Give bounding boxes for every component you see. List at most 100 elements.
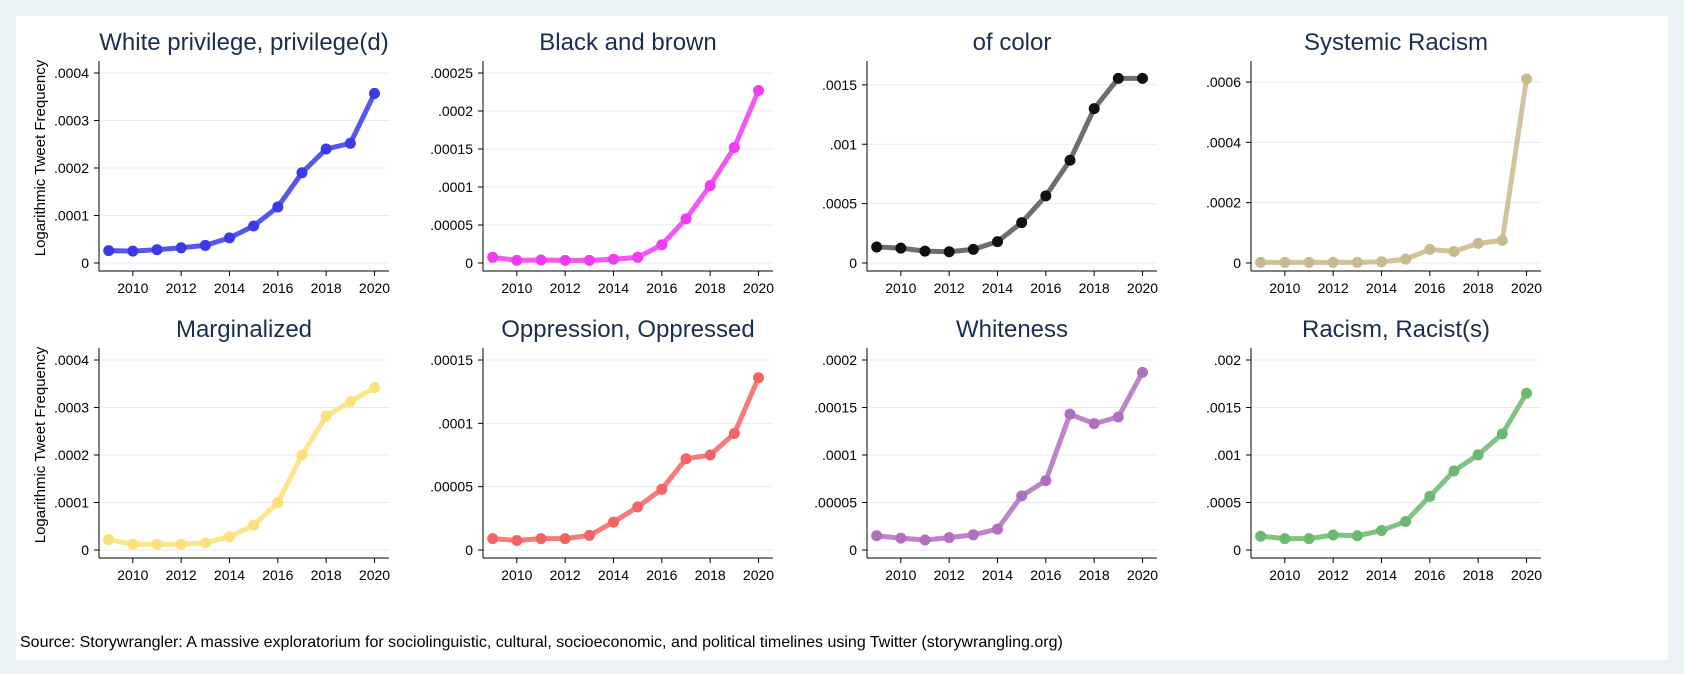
panel-background xyxy=(400,16,781,300)
panel-background xyxy=(784,303,1165,587)
x-tick-label: 2010 xyxy=(1269,567,1300,583)
x-tick-label: 2014 xyxy=(982,280,1013,296)
data-point xyxy=(175,242,187,254)
y-tick-label: .002 xyxy=(1214,352,1241,368)
data-point xyxy=(369,382,380,394)
chart-panel-6: Oppression, Oppressed 0 .00005 .0001 .00015 2… xyxy=(400,303,781,587)
data-point xyxy=(728,427,740,439)
data-point xyxy=(487,251,499,263)
x-tick-label: 2014 xyxy=(1366,567,1397,583)
data-point xyxy=(1496,234,1508,246)
x-tick-label: 2010 xyxy=(117,567,148,583)
y-tick-label: .00025 xyxy=(430,65,473,81)
data-point xyxy=(1064,408,1076,420)
y-tick-label: .0001 xyxy=(438,415,473,431)
x-tick-label: 2016 xyxy=(1414,280,1445,296)
x-tick-label: 2012 xyxy=(1318,280,1349,296)
x-tick-label: 2018 xyxy=(1463,280,1494,296)
x-tick-label: 2012 xyxy=(166,280,197,296)
y-tick-label: .00015 xyxy=(814,400,857,416)
x-tick-label: 2012 xyxy=(934,280,965,296)
data-point xyxy=(559,254,571,266)
data-point xyxy=(943,246,955,258)
data-point xyxy=(1400,253,1412,265)
data-point xyxy=(895,532,907,544)
x-tick-label: 2010 xyxy=(501,280,532,296)
data-point xyxy=(632,501,644,513)
y-tick-label: .00015 xyxy=(430,352,473,368)
y-tick-label: .0002 xyxy=(54,160,89,176)
chart-panel-1: White privilege, privilege(d) Logarithmic… xyxy=(16,16,397,300)
data-point xyxy=(1279,533,1291,545)
chart-panel-8: Racism, Racist(s) 0 .0005 .001 .0015 .002 2010… xyxy=(1168,303,1549,587)
data-point xyxy=(175,538,187,550)
data-point xyxy=(871,241,883,253)
data-point xyxy=(1400,516,1412,527)
x-tick-label: 2010 xyxy=(1269,280,1300,296)
data-point xyxy=(1279,256,1291,268)
x-tick-label: 2018 xyxy=(1079,280,1110,296)
y-tick-label: .0005 xyxy=(822,196,857,212)
y-tick-label: .0015 xyxy=(1206,400,1241,416)
data-point xyxy=(583,529,595,541)
data-point xyxy=(1137,366,1148,378)
chart-title: Systemic Racism xyxy=(1304,29,1488,56)
data-point xyxy=(1088,418,1100,430)
y-tick-label: .0015 xyxy=(822,77,857,93)
data-point xyxy=(1303,256,1315,268)
data-point xyxy=(511,254,523,266)
chart-panel-3: of color 0 .0005 .001 .0015 2010 2012 2014 2016 2… xyxy=(784,16,1165,300)
data-point xyxy=(1424,490,1436,502)
chart-title: Oppression, Oppressed xyxy=(501,316,754,343)
y-tick-label: .0001 xyxy=(822,447,857,463)
data-point xyxy=(753,84,764,96)
y-tick-label: .0004 xyxy=(54,65,89,81)
x-tick-label: 2016 xyxy=(262,280,293,296)
x-tick-label: 2016 xyxy=(646,280,677,296)
data-point xyxy=(1472,449,1484,461)
data-point xyxy=(559,533,571,545)
data-point xyxy=(296,167,308,179)
x-tick-label: 2016 xyxy=(1030,567,1061,583)
data-point xyxy=(344,396,356,408)
panel-background xyxy=(16,16,397,300)
data-point xyxy=(1351,256,1363,268)
y-tick-label: .0004 xyxy=(1206,134,1241,150)
y-tick-label: 0 xyxy=(1233,255,1241,271)
y-tick-label: .0001 xyxy=(54,495,89,511)
y-axis-label: Logarithmic Tweet Frequency xyxy=(32,346,49,543)
data-point xyxy=(680,453,692,465)
data-point xyxy=(728,141,740,153)
x-tick-label: 2010 xyxy=(117,280,148,296)
data-point xyxy=(199,537,211,549)
x-tick-label: 2010 xyxy=(885,567,916,583)
data-point xyxy=(1137,72,1148,84)
figure-grid: White privilege, privilege(d) Logarithmic… xyxy=(16,16,1668,660)
data-point xyxy=(1448,465,1460,477)
chart-title: Racism, Racist(s) xyxy=(1302,316,1490,343)
y-tick-label: .00005 xyxy=(430,217,473,233)
x-tick-label: 2014 xyxy=(1366,280,1397,296)
y-tick-label: .0003 xyxy=(54,400,89,416)
x-tick-label: 2012 xyxy=(550,567,581,583)
panel-background xyxy=(784,16,1165,300)
chart-panel-5: Marginalized Logarithmic Tweet Frequency 0… xyxy=(16,303,397,587)
x-tick-label: 2016 xyxy=(1030,280,1061,296)
x-tick-label: 2020 xyxy=(1127,280,1158,296)
x-tick-label: 2012 xyxy=(166,567,197,583)
data-point xyxy=(1303,533,1315,545)
x-tick-label: 2018 xyxy=(695,567,726,583)
data-point xyxy=(320,143,332,155)
x-tick-label: 2020 xyxy=(1511,567,1542,583)
panels-svg: White privilege, privilege(d) Logarithmic… xyxy=(16,16,1549,587)
data-point xyxy=(248,519,260,531)
data-point xyxy=(1376,256,1387,268)
data-point xyxy=(369,87,380,99)
data-point xyxy=(680,213,692,225)
y-tick-label: .0001 xyxy=(54,208,89,224)
y-tick-label: .00005 xyxy=(430,479,473,495)
data-point xyxy=(1016,217,1028,229)
data-point xyxy=(535,254,547,266)
data-point xyxy=(583,254,595,266)
data-point xyxy=(919,245,931,257)
